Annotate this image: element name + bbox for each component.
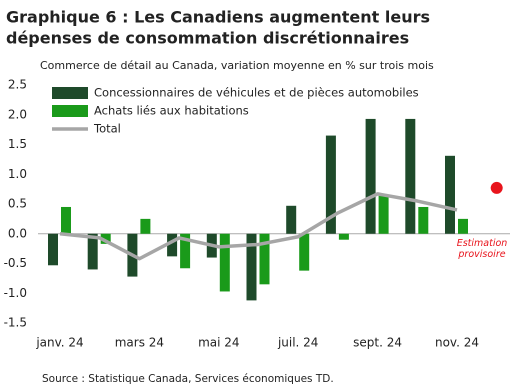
bar: [286, 205, 297, 234]
bar: [87, 233, 98, 270]
bar: [180, 233, 191, 269]
bar: [325, 135, 336, 234]
bar: [219, 233, 230, 292]
x-tick-label: mai 24: [198, 336, 239, 350]
bar: [338, 233, 349, 240]
bar: [299, 233, 310, 271]
bar: [259, 233, 270, 285]
bar: [378, 195, 389, 234]
line: [59, 192, 458, 261]
y-tick-label: 0.0: [8, 226, 27, 240]
bar: [418, 206, 429, 234]
bar: [365, 118, 376, 234]
bar: [445, 155, 455, 234]
x-tick-label: sept. 24: [353, 336, 402, 350]
x-tick-label: nov. 24: [435, 336, 479, 350]
y-tick-label: -1.0: [4, 286, 27, 300]
x-tick-label: juil. 24: [277, 336, 319, 350]
bar: [167, 233, 178, 257]
y-tick-label: -0.5: [4, 256, 27, 270]
chart-subtitle: Commerce de détail au Canada, variation …: [40, 59, 434, 72]
y-tick-label: 2.0: [8, 107, 27, 121]
legend-label: Total: [93, 122, 121, 136]
bar: [48, 233, 58, 266]
bar: [405, 118, 416, 234]
bar: [140, 218, 151, 234]
bar: [458, 218, 468, 234]
estimate-label: Estimation provisoire: [457, 238, 508, 260]
legend-label: Concessionnaires de véhicules et de pièc…: [94, 86, 419, 100]
y-tick-label: 1.5: [8, 137, 27, 151]
y-tick-label: -1.5: [4, 316, 27, 330]
chart-title: Graphique 6 : Les Canadiens augmentent l…: [6, 8, 430, 27]
bar: [100, 233, 111, 244]
x-tick-label: mars 24: [115, 336, 164, 350]
y-tick-label: 0.5: [8, 197, 27, 211]
estimate-point: [490, 181, 503, 194]
x-tick-label: janv. 24: [35, 336, 83, 350]
y-tick-label: 2.5: [8, 78, 27, 92]
legend-swatch: [52, 105, 88, 117]
legend-label: Achats liés aux habitations: [94, 104, 249, 118]
chart-title: dépenses de consommation discrétionnaire…: [6, 29, 409, 48]
bar: [246, 233, 257, 301]
legend-swatch: [52, 87, 88, 99]
bar: [61, 206, 71, 234]
source: Source : Statistique Canada, Services éc…: [42, 373, 334, 385]
y-tick-label: 1.0: [8, 167, 27, 181]
